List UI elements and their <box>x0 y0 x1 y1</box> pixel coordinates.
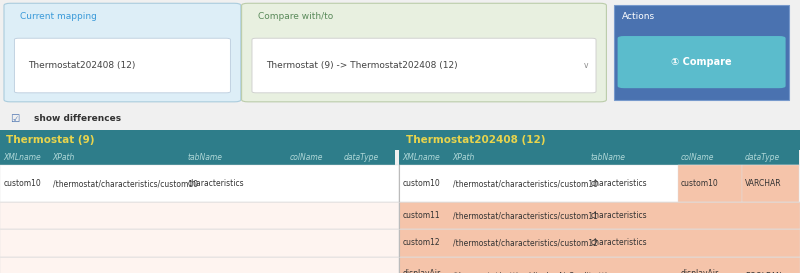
Bar <box>0 150 50 165</box>
Text: XPath: XPath <box>53 153 75 162</box>
Text: Thermostat202408 (12): Thermostat202408 (12) <box>28 61 135 70</box>
FancyBboxPatch shape <box>252 38 596 93</box>
Text: characteristics: characteristics <box>187 179 244 188</box>
Text: setting: setting <box>590 272 618 273</box>
Text: BOOLEAN: BOOLEAN <box>745 272 782 273</box>
Text: dataType: dataType <box>745 153 780 162</box>
Bar <box>341 150 395 165</box>
Text: Actions: Actions <box>622 12 655 21</box>
Text: /thermostat/characteristics/custom12: /thermostat/characteristics/custom12 <box>453 239 598 247</box>
Text: characteristics: characteristics <box>590 211 647 220</box>
Text: show differences: show differences <box>34 114 121 123</box>
Text: ☑: ☑ <box>10 114 20 124</box>
Text: colName: colName <box>681 153 714 162</box>
Text: XPath: XPath <box>453 153 475 162</box>
FancyBboxPatch shape <box>4 3 241 102</box>
Bar <box>450 150 587 165</box>
Bar <box>399 130 800 150</box>
Text: custom10: custom10 <box>681 179 718 188</box>
Text: XMLname: XMLname <box>3 153 41 162</box>
Text: characteristics: characteristics <box>590 179 647 188</box>
Text: tabName: tabName <box>187 153 222 162</box>
Bar <box>399 202 800 229</box>
Bar <box>399 229 800 257</box>
FancyBboxPatch shape <box>618 36 786 88</box>
Text: Current mapping: Current mapping <box>20 12 97 21</box>
Bar <box>0 202 399 229</box>
Text: Compare with/to: Compare with/to <box>258 12 333 21</box>
Bar <box>587 150 678 165</box>
Bar <box>0 165 399 202</box>
Text: /thermostat/setting/displayAirQuality: /thermostat/setting/displayAirQuality <box>453 272 596 273</box>
Bar <box>742 165 799 202</box>
Text: displayAir: displayAir <box>402 269 441 273</box>
Text: v: v <box>583 61 588 70</box>
Bar <box>399 165 800 202</box>
Bar <box>399 257 800 273</box>
Bar <box>50 150 184 165</box>
FancyBboxPatch shape <box>14 38 230 93</box>
FancyBboxPatch shape <box>614 5 789 100</box>
Text: displayAir: displayAir <box>681 269 719 273</box>
Bar <box>286 150 341 165</box>
Bar <box>742 150 799 165</box>
Bar <box>0 130 399 150</box>
Text: VARCHAR: VARCHAR <box>745 179 782 188</box>
Text: XMLname: XMLname <box>402 153 440 162</box>
Text: /thermostat/characteristics/custom11: /thermostat/characteristics/custom11 <box>453 211 598 220</box>
Text: ① Compare: ① Compare <box>671 57 732 67</box>
Bar <box>678 150 742 165</box>
FancyBboxPatch shape <box>242 3 606 102</box>
Text: custom10: custom10 <box>3 179 41 188</box>
Text: colName: colName <box>290 153 323 162</box>
Text: custom11: custom11 <box>402 211 440 220</box>
Text: tabName: tabName <box>590 153 626 162</box>
Text: Thermostat (9) -> Thermostat202408 (12): Thermostat (9) -> Thermostat202408 (12) <box>266 61 458 70</box>
Text: Thermostat202408 (12): Thermostat202408 (12) <box>406 135 545 145</box>
Text: custom12: custom12 <box>402 239 440 247</box>
Bar <box>184 150 286 165</box>
Bar <box>0 229 399 257</box>
Bar <box>678 165 742 202</box>
Text: custom10: custom10 <box>402 179 440 188</box>
Text: dataType: dataType <box>344 153 379 162</box>
Text: Thermostat (9): Thermostat (9) <box>6 135 95 145</box>
Text: characteristics: characteristics <box>590 239 647 247</box>
Text: /thermostat/characteristics/custom10: /thermostat/characteristics/custom10 <box>453 179 598 188</box>
Text: /thermostat/characteristics/custom10: /thermostat/characteristics/custom10 <box>53 179 198 188</box>
Bar <box>0 257 399 273</box>
Bar <box>399 150 450 165</box>
